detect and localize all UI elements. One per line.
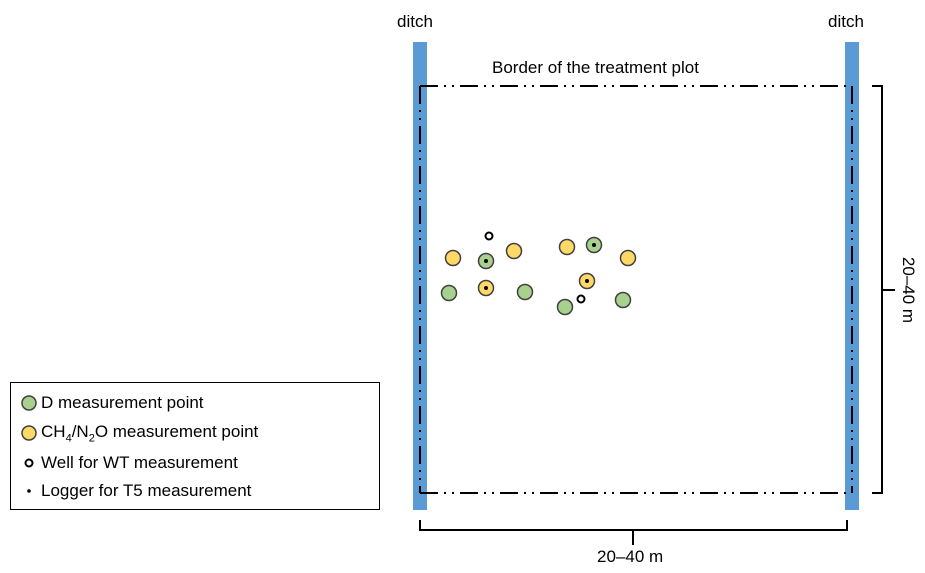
small-dot-icon <box>21 483 37 499</box>
legend-logger: Logger for T5 measurement <box>21 479 251 503</box>
border-label: Border of the treatment plot <box>492 58 699 77</box>
treatment-plot-border <box>419 85 853 494</box>
legend-d-point: D measurement point <box>21 391 204 415</box>
right-dimension-bracket <box>872 85 895 494</box>
yellow-circle-icon <box>21 425 37 441</box>
logger-dot <box>585 279 589 283</box>
logger-dot <box>484 286 488 290</box>
ch4-point <box>444 249 462 267</box>
legend-well: Well for WT measurement <box>21 451 238 475</box>
legend-logger-label: Logger for T5 measurement <box>41 481 252 500</box>
ch4-n2o-measurement-points <box>444 238 637 297</box>
legend: D measurement point CH4/N2O measurement … <box>10 382 380 510</box>
right-dimension-label: 20–40 m <box>899 256 918 324</box>
ch4-point <box>505 242 523 260</box>
wt-wells <box>484 231 586 304</box>
t5-loggers <box>484 243 596 290</box>
d-point <box>440 284 458 302</box>
d-measurement-points <box>440 236 632 316</box>
bottom-dimension-bracket <box>419 520 848 545</box>
d-point <box>614 291 632 309</box>
legend-well-label: Well for WT measurement <box>41 453 238 472</box>
ch4-point <box>558 238 576 256</box>
hollow-circle-icon <box>21 455 37 471</box>
ch4-point <box>619 249 637 267</box>
ditch-right-label: ditch <box>828 12 864 31</box>
d-point <box>516 283 534 301</box>
green-circle-icon <box>21 395 37 411</box>
right-ditch <box>845 42 859 510</box>
logger-dot <box>484 259 488 263</box>
well <box>576 294 586 304</box>
ditch-left-label: ditch <box>397 12 433 31</box>
legend-ch4-point: CH4/N2O measurement point <box>21 421 258 445</box>
legend-ch4-label: CH4/N2O measurement point <box>41 421 259 445</box>
legend-d-label: D measurement point <box>41 393 204 412</box>
left-ditch <box>413 42 427 510</box>
well <box>484 231 494 241</box>
logger-dot <box>592 243 596 247</box>
bottom-dimension-label: 20–40 m <box>597 547 664 566</box>
d-point <box>556 298 574 316</box>
